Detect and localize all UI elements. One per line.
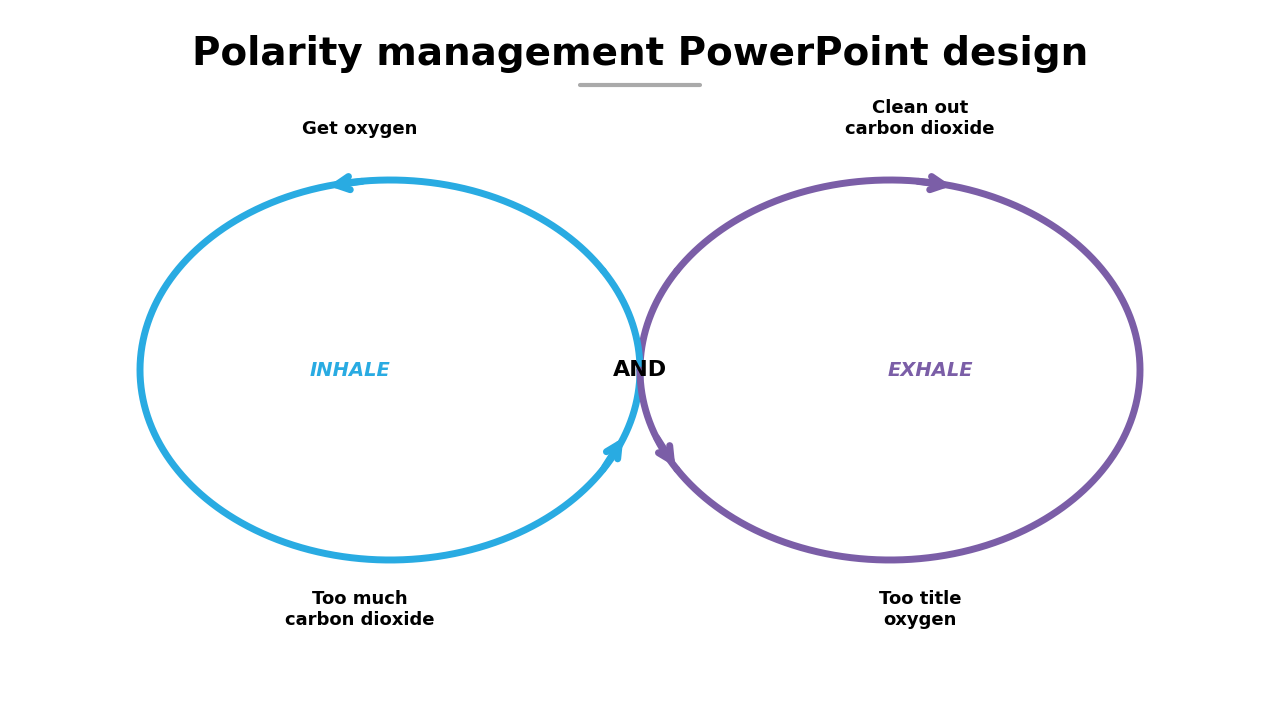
Text: Get oxygen: Get oxygen <box>302 120 417 138</box>
Text: INHALE: INHALE <box>310 361 390 379</box>
Text: Too title
oxygen: Too title oxygen <box>879 590 961 629</box>
Text: AND: AND <box>613 360 667 380</box>
Text: Clean out
carbon dioxide: Clean out carbon dioxide <box>845 99 995 138</box>
Text: Too much
carbon dioxide: Too much carbon dioxide <box>285 590 435 629</box>
Text: EXHALE: EXHALE <box>887 361 973 379</box>
Text: Polarity management PowerPoint design: Polarity management PowerPoint design <box>192 35 1088 73</box>
